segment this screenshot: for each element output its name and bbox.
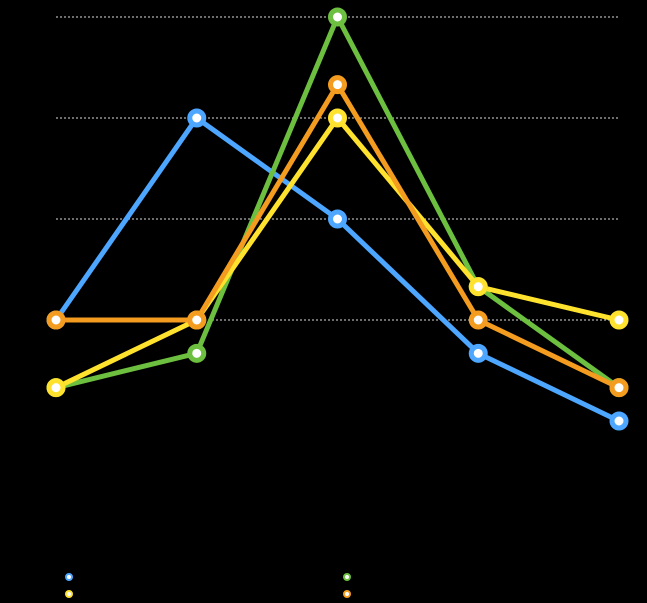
point-marker — [328, 7, 347, 27]
series-line — [56, 82, 621, 390]
legend-marker — [343, 590, 351, 598]
point-marker — [468, 343, 488, 363]
legend-marker — [343, 573, 351, 581]
series-line — [53, 115, 621, 424]
point-marker — [187, 108, 207, 128]
point-marker — [46, 310, 66, 330]
point-marker — [468, 310, 488, 330]
legend-marker — [65, 590, 73, 598]
point-marker — [328, 209, 347, 229]
point-marker — [187, 343, 207, 363]
point-marker — [609, 310, 629, 330]
point-marker — [328, 75, 347, 95]
point-marker — [46, 378, 66, 398]
point-marker — [609, 378, 629, 398]
legend-marker — [65, 573, 73, 581]
point-marker — [609, 411, 629, 431]
point-marker — [468, 277, 488, 297]
point-marker — [328, 108, 347, 128]
point-marker — [187, 310, 207, 330]
